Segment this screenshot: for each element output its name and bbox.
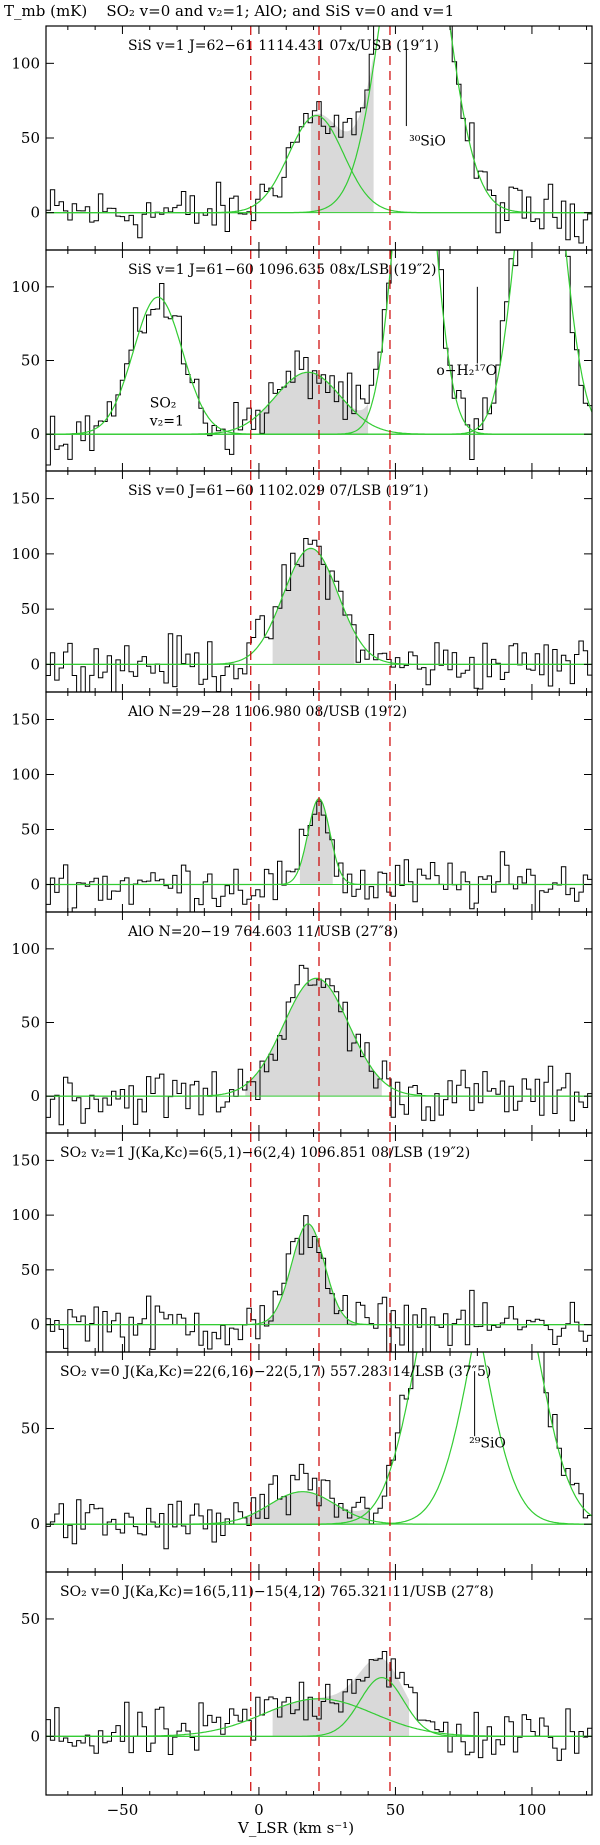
transition-label: SO₂ v=0 J(Ka,Kc)=16(5,11)−15(4,12) 765.3… (60, 1584, 494, 1600)
y-tick-label: 50 (21, 352, 40, 370)
y-tick-label: 0 (30, 425, 40, 443)
panel-6: 0 50 100 150 SO₂ v₂=1 J(Ka,Kc)=6(5,1)−6(2,4)… (11, 1132, 593, 1353)
y-tick-label: 0 (30, 1316, 40, 1334)
line-annotation: v₂=1 (149, 413, 184, 429)
y-axis-label: T_mb (mK) (4, 2, 88, 20)
y-tick-label: 50 (21, 600, 40, 618)
shaded-line-area (258, 1223, 363, 1325)
panel-plot-area (46, 26, 592, 250)
shaded-line-area (272, 548, 355, 665)
gaussian-fit-2 (46, 1676, 592, 1737)
panel-4: 0 50 100 150 AlO N=29−28 1106.980 08/USB (19… (11, 691, 593, 913)
line-annotation: o−H₂¹⁷O (436, 363, 497, 379)
y-tick-label: 100 (11, 1206, 40, 1224)
y-tick-label: 100 (11, 940, 40, 958)
panel-1: 0 50 100 SiS v=1 J=62−61 1114.431 07x/USB (… (11, 25, 593, 251)
y-tick-label: 0 (30, 204, 40, 222)
transition-label: AlO N=20−19 764.603 11/USB (27″8) (127, 924, 398, 940)
y-tick-label: 50 (21, 1420, 40, 1438)
figure-title: T_mb (mK) SO₂ v=0 and v₂=1; AlO; and SiS… (4, 2, 454, 20)
spectrum-trace (46, 964, 592, 1126)
panel-plot-area (46, 912, 592, 1133)
shaded-line-area (272, 1657, 410, 1737)
y-tick-label: 0 (30, 1087, 40, 1105)
y-tick-label: 50 (21, 1014, 40, 1032)
panel-plot-area (46, 250, 592, 471)
y-tick-label: 0 (30, 1727, 40, 1745)
y-tick-label: 0 (30, 655, 40, 673)
transition-label: SO₂ v=0 J(Ka,Kc)=22(6,16)−22(5,17) 557.2… (60, 1364, 491, 1380)
y-tick-label: 100 (11, 545, 40, 563)
panel-frame (45, 1571, 593, 1796)
panel-3: 0 50 100 150 SiS v=0 J=61−60 1102.029 07/LSB… (11, 470, 593, 693)
x-tick-label: 50 (386, 1801, 405, 1819)
transition-label: SiS v=1 J=61−60 1096.635 08x/LSB (19″2) (128, 262, 436, 278)
x-tick-label: 0 (254, 1801, 264, 1819)
spectrum-trace (46, 250, 592, 466)
spectrum-trace (46, 1352, 592, 1550)
panel-plot-area (46, 471, 592, 692)
spectrum-trace (46, 1215, 592, 1352)
shaded-line-area (245, 1491, 369, 1525)
y-tick-label: 100 (11, 766, 40, 784)
x-tick-label: 100 (518, 1801, 547, 1819)
transition-label: SiS v=0 J=61−60 1102.029 07/LSB (19″1) (128, 483, 429, 499)
y-tick-label: 150 (11, 1151, 40, 1169)
y-tick-label: 50 (21, 1610, 40, 1628)
y-tick-label: 50 (21, 1261, 40, 1279)
line-annotation: ²⁹SiO (469, 1436, 506, 1452)
y-tick-label: 0 (30, 876, 40, 894)
line-annotation: SO₂ (150, 396, 177, 412)
y-tick-label: 100 (11, 54, 40, 72)
y-tick-label: 50 (21, 821, 40, 839)
transition-label: AlO N=29−28 1106.980 08/USB (19″2) (127, 704, 407, 720)
shaded-line-area (310, 54, 374, 213)
panel-plot-area (46, 1572, 592, 1795)
y-tick-label: 50 (21, 129, 40, 147)
panel-7: 0 50 SO₂ v=0 J(Ka,Kc)=22(6,16)−22(5,17) 55… (21, 1351, 593, 1573)
panel-plot-area (46, 1133, 592, 1352)
spectrum-trace (46, 800, 592, 912)
panel-8: 0 50 SO₂ v=0 J(Ka,Kc)=16(5,11)−15(4,12) 76… (21, 1571, 593, 1796)
panel-plot-area (46, 692, 592, 912)
y-tick-label: 0 (30, 1515, 40, 1533)
y-tick-label: 150 (11, 711, 40, 729)
panel-2: 0 50 100 SiS v=1 J=61−60 1096.635 08x/LSB (… (11, 249, 593, 472)
transition-label: SiS v=1 J=62−61 1114.431 07x/USB (19″1) (128, 38, 439, 54)
spectrum-trace (46, 1651, 592, 1761)
y-tick-label: 100 (11, 278, 40, 296)
shaded-line-area (258, 372, 369, 435)
figure-heading: SO₂ v=0 and v₂=1; AlO; and SiS v=0 and v… (106, 2, 455, 20)
transition-label: SO₂ v₂=1 J(Ka,Kc)=6(5,1)−6(2,4) 1096.851… (60, 1145, 470, 1161)
spectrum-trace (46, 26, 592, 244)
panel-plot-area (46, 1352, 592, 1572)
panel-5: 0 50 100 AlO N=20−19 764.603 11/USB (27″8) (11, 911, 593, 1134)
shaded-line-area (299, 798, 333, 885)
line-annotation: ³⁰SiO (409, 133, 446, 149)
x-axis-label: V_LSR (km s⁻¹) (238, 1819, 355, 1837)
x-tick-label: −50 (107, 1801, 139, 1819)
y-tick-label: 150 (11, 490, 40, 508)
shaded-line-area (245, 978, 382, 1097)
